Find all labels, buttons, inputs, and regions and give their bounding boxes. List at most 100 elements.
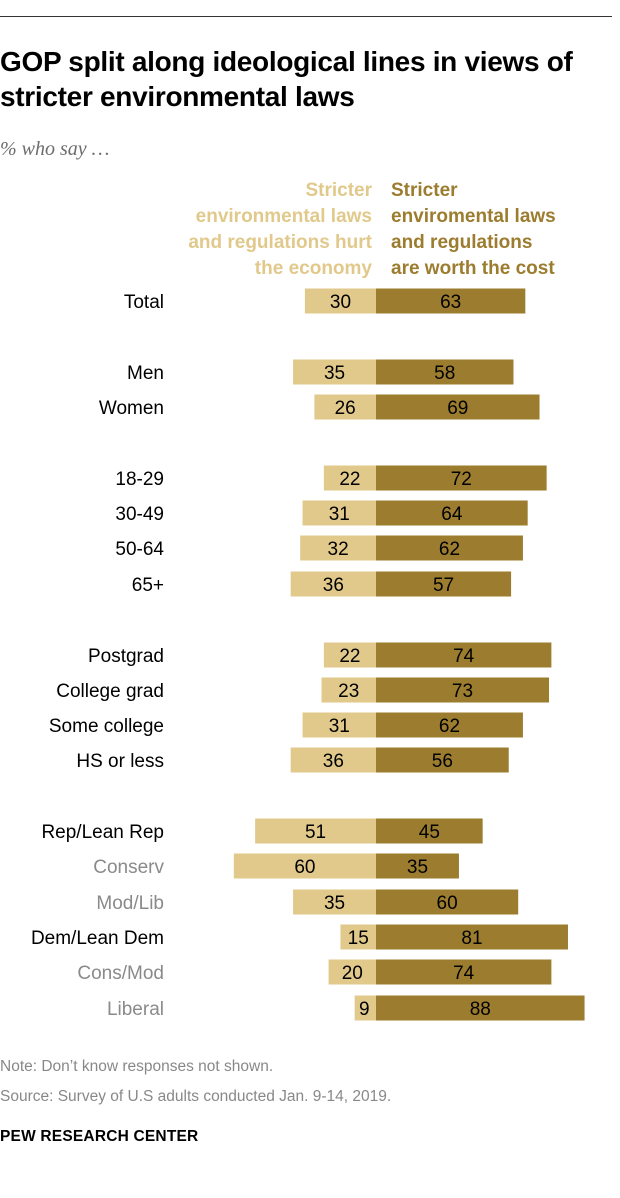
- footnote: Note: Don’t know responses not shown.: [0, 1058, 274, 1075]
- bar-hurt-65: [290, 571, 376, 597]
- category-label-men: Men: [127, 363, 164, 384]
- value-hurt-65: 36: [323, 575, 344, 596]
- category-label-hs-or-less: HS or less: [76, 751, 164, 772]
- chart-subtitle: % who say …: [0, 138, 110, 160]
- category-label-postgrad: Postgrad: [88, 646, 164, 667]
- bar-hurt-total: [304, 288, 376, 314]
- top-rule: [0, 16, 612, 17]
- value-hurt-women: 26: [335, 398, 356, 419]
- bar-hurt-postgrad: [323, 642, 376, 668]
- value-hurt-men: 35: [324, 363, 345, 384]
- bar-worth-total: [376, 288, 526, 314]
- category-label-mod-lib: Mod/Lib: [96, 893, 164, 914]
- value-hurt-hs-or-less: 36: [323, 751, 344, 772]
- bar-worth-some-college: [376, 712, 523, 738]
- bar-worth-30-49: [376, 500, 528, 526]
- value-hurt-rep-lean-rep: 51: [305, 822, 326, 843]
- value-hurt-postgrad: 22: [339, 646, 360, 667]
- value-hurt-conserv: 60: [294, 857, 315, 878]
- bar-worth-65: [376, 571, 512, 597]
- value-worth-college-grad: 73: [452, 681, 473, 702]
- value-worth-conserv: 35: [407, 857, 428, 878]
- category-label-18-29: 18-29: [115, 469, 164, 490]
- value-worth-dem-lean-dem: 81: [461, 928, 482, 949]
- legend-hurt-line-1: Stricter: [305, 180, 372, 201]
- category-label-65: 65+: [132, 575, 164, 596]
- category-label-college-grad: College grad: [56, 681, 164, 702]
- legend-hurt-line-2: environmental laws: [195, 206, 372, 227]
- value-worth-total: 63: [440, 292, 461, 313]
- legend-hurt-line-3: and regulations hurt: [188, 232, 372, 253]
- category-label-conserv: Conserv: [93, 857, 164, 878]
- value-worth-cons-mod: 74: [453, 963, 475, 984]
- category-label-50-64: 50-64: [115, 539, 164, 560]
- value-hurt-30-49: 31: [329, 504, 350, 525]
- legend-worth-line-3: and regulations: [391, 232, 533, 253]
- bar-hurt-some-college: [302, 712, 376, 738]
- category-label-30-49: 30-49: [115, 504, 164, 525]
- value-hurt-dem-lean-dem: 15: [348, 928, 369, 949]
- bar-worth-postgrad: [376, 642, 552, 668]
- legend-hurt-economy: Stricter environmental laws and regulati…: [132, 178, 372, 282]
- pew-research-center-logo: PEW RESEARCH CENTER: [0, 1128, 199, 1145]
- value-worth-hs-or-less: 56: [432, 751, 453, 772]
- bar-worth-mod-lib: [376, 889, 519, 915]
- bar-hurt-college-grad: [321, 677, 376, 703]
- bar-hurt-hs-or-less: [290, 747, 376, 773]
- value-hurt-total: 30: [330, 292, 351, 313]
- bar-worth-liberal: [376, 995, 585, 1021]
- value-worth-rep-lean-rep: 45: [419, 822, 440, 843]
- value-hurt-mod-lib: 35: [324, 893, 345, 914]
- value-worth-women: 69: [447, 398, 468, 419]
- bar-hurt-cons-mod: [328, 959, 376, 985]
- legend-worth-cost: Stricter enviromental laws and regulatio…: [391, 178, 611, 282]
- source-note: Source: Survey of U.S adults conducted J…: [0, 1088, 392, 1105]
- bar-worth-men: [376, 359, 514, 385]
- value-worth-liberal: 88: [470, 999, 491, 1020]
- value-worth-18-29: 72: [451, 469, 472, 490]
- value-hurt-liberal: 9: [359, 999, 370, 1020]
- value-hurt-cons-mod: 20: [342, 963, 363, 984]
- bar-hurt-18-29: [323, 465, 376, 491]
- bar-worth-rep-lean-rep: [376, 818, 483, 844]
- bar-hurt-women: [314, 394, 376, 420]
- bar-hurt-mod-lib: [293, 889, 376, 915]
- value-worth-postgrad: 74: [453, 646, 475, 667]
- bar-worth-dem-lean-dem: [376, 924, 568, 950]
- value-worth-65: 57: [433, 575, 454, 596]
- category-label-dem-lean-dem: Dem/Lean Dem: [31, 928, 164, 949]
- category-label-some-college: Some college: [49, 716, 164, 737]
- category-label-women: Women: [99, 398, 164, 419]
- bar-hurt-conserv: [233, 853, 376, 879]
- value-worth-men: 58: [434, 363, 455, 384]
- category-label-total: Total: [124, 292, 164, 313]
- value-hurt-50-64: 32: [328, 539, 349, 560]
- chart-title: GOP split along ideological lines in vie…: [0, 46, 573, 112]
- value-hurt-college-grad: 23: [338, 681, 359, 702]
- bar-worth-cons-mod: [376, 959, 552, 985]
- bar-hurt-rep-lean-rep: [255, 818, 376, 844]
- bar-hurt-30-49: [302, 500, 376, 526]
- legend-hurt-line-4: the economy: [254, 258, 372, 279]
- value-worth-mod-lib: 60: [437, 893, 458, 914]
- bar-worth-hs-or-less: [376, 747, 509, 773]
- legend-worth-line-2: enviromental laws: [391, 206, 556, 227]
- value-worth-50-64: 62: [439, 539, 460, 560]
- bar-hurt-men: [293, 359, 376, 385]
- value-worth-30-49: 64: [441, 504, 463, 525]
- bar-worth-women: [376, 394, 540, 420]
- category-label-liberal: Liberal: [107, 999, 164, 1020]
- bar-worth-18-29: [376, 465, 547, 491]
- bar-hurt-dem-lean-dem: [340, 924, 376, 950]
- category-label-rep-lean-rep: Rep/Lean Rep: [41, 822, 164, 843]
- category-label-cons-mod: Cons/Mod: [77, 963, 164, 984]
- value-hurt-some-college: 31: [329, 716, 350, 737]
- bar-worth-conserv: [376, 853, 459, 879]
- legend-worth-line-1: Stricter: [391, 180, 458, 201]
- bar-hurt-50-64: [300, 535, 376, 561]
- bar-worth-50-64: [376, 535, 523, 561]
- legend-worth-line-4: are worth the cost: [391, 258, 555, 279]
- value-hurt-18-29: 22: [339, 469, 360, 490]
- bar-hurt-liberal: [354, 995, 376, 1021]
